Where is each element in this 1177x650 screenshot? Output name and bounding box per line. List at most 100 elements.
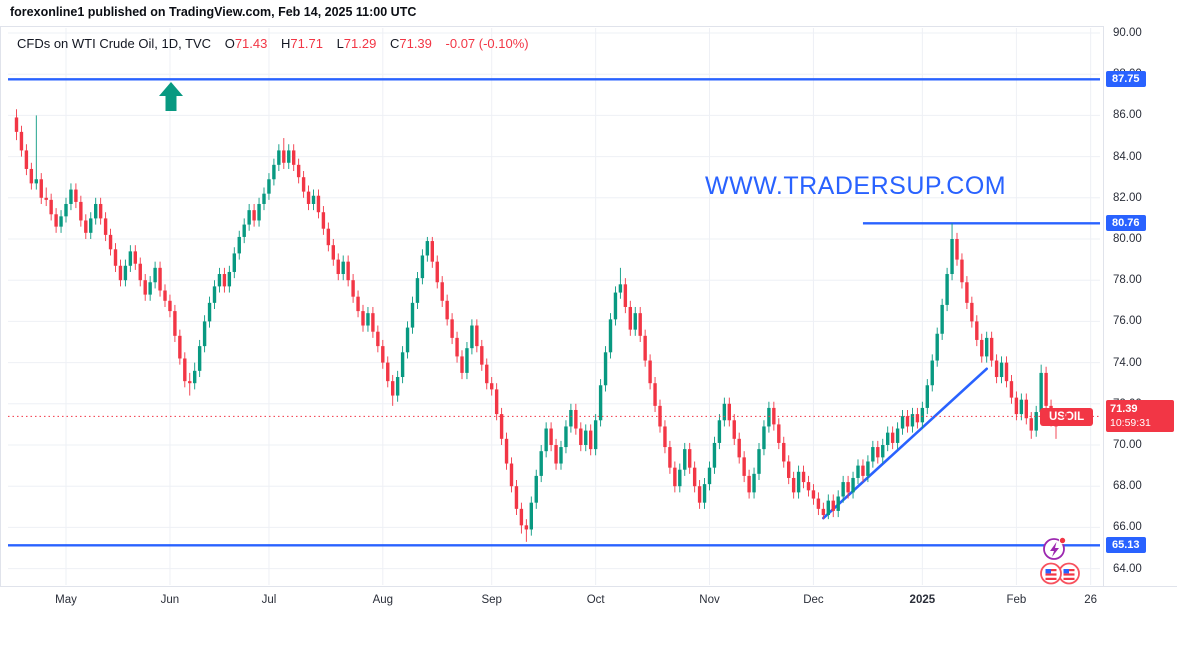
high-value: H71.71: [281, 36, 323, 51]
candle-body: [470, 325, 474, 349]
candle-body: [188, 381, 192, 384]
candle-body: [787, 461, 791, 478]
candle-body: [79, 201, 83, 221]
candle-body: [148, 282, 152, 295]
candle-body: [465, 348, 469, 373]
candle-body: [1034, 412, 1038, 431]
candle-body: [608, 319, 613, 353]
candle-body: [697, 486, 702, 503]
candle-body: [890, 432, 895, 443]
trend-line[interactable]: [822, 367, 989, 520]
level-price-badge: 80.76: [1106, 215, 1146, 232]
candle-body: [74, 189, 78, 202]
candle-body: [158, 267, 162, 291]
candle-body: [777, 424, 781, 443]
time-axis-label: May: [55, 594, 77, 606]
time-axis[interactable]: May Jun Jul Aug Sep Oct Nov Dec 2025 Feb 26: [0, 586, 1177, 615]
low-value: L71.29: [336, 36, 377, 51]
candle-body: [569, 409, 573, 427]
candle-body: [34, 179, 38, 184]
candle-body: [108, 234, 113, 250]
price-axis-label: 70.00: [1113, 439, 1142, 451]
candle-body: [900, 416, 905, 429]
candle-body: [19, 131, 24, 151]
candle-body: [94, 203, 98, 219]
candle-body: [475, 325, 479, 347]
candle-body: [826, 500, 830, 516]
candle-body: [955, 239, 959, 260]
price-axis[interactable]: 90.0088.0086.0084.0082.0080.0078.0076.00…: [1103, 26, 1177, 586]
candle-body: [692, 467, 697, 487]
chart-plot-area[interactable]: [0, 26, 1103, 586]
candle-body: [415, 278, 420, 303]
candle-body: [267, 179, 271, 194]
candle-body: [1014, 397, 1019, 415]
candle-body: [707, 467, 712, 485]
candle-body: [841, 482, 845, 497]
candle-body: [89, 218, 93, 233]
candle-body: [386, 362, 390, 382]
change-value: -0.07 (-0.10%): [445, 36, 529, 51]
candle-body: [593, 420, 598, 450]
candle-body: [410, 302, 415, 328]
candle-body: [494, 389, 499, 415]
price-axis-label: 90.00: [1113, 27, 1142, 39]
candle-body: [39, 179, 43, 198]
candle-body: [886, 432, 890, 445]
candle-body: [688, 449, 692, 468]
candle-body: [326, 228, 331, 246]
candle-body: [732, 420, 736, 439]
level-price-badge: 87.75: [1106, 71, 1146, 88]
candle-body: [935, 333, 939, 361]
candle-body: [529, 502, 533, 530]
candle-body: [242, 224, 246, 237]
candle-body: [306, 191, 311, 204]
candle-body: [376, 331, 380, 347]
time-axis-label: Sep: [481, 594, 502, 606]
candle-body: [292, 150, 296, 165]
candle-body: [1009, 381, 1014, 398]
candle-body: [183, 358, 187, 382]
price-axis-label: 64.00: [1113, 562, 1142, 575]
price-axis-label: 86.00: [1113, 109, 1142, 122]
time-axis-label: 26: [1084, 594, 1098, 606]
price-axis-label: 74.00: [1113, 356, 1142, 369]
candle-body: [178, 335, 182, 359]
candle-body: [272, 164, 276, 180]
candle-body: [212, 286, 217, 303]
candle-body: [232, 253, 236, 272]
candle-body: [796, 471, 801, 493]
candle-body: [806, 482, 811, 491]
candle-body: [29, 168, 34, 184]
symbol-legend: CFDs on WTI Crude Oil, 1D, TVC O71.43 H7…: [17, 36, 529, 51]
candle-body: [123, 265, 128, 281]
candle-body: [430, 241, 434, 262]
candle-body: [514, 486, 519, 509]
candle-body: [371, 313, 375, 332]
candle-body: [985, 337, 989, 357]
candle-body: [658, 405, 662, 427]
candle-body: [856, 465, 860, 478]
candle-body: [24, 150, 29, 169]
time-axis-label: Feb: [1006, 594, 1027, 606]
level-price-badge: 65.13: [1106, 537, 1146, 554]
candle-body: [910, 414, 915, 427]
candle-body: [663, 426, 667, 448]
candle-body: [44, 197, 48, 200]
candle-body: [965, 282, 969, 303]
candle-body: [782, 442, 786, 462]
candle-body: [554, 445, 558, 464]
candle-body: [252, 210, 256, 221]
candle-body: [871, 447, 875, 462]
candle-body: [950, 239, 954, 275]
candle-body: [519, 508, 524, 526]
candle-body: [435, 261, 439, 283]
candle-body: [391, 381, 395, 396]
candle-body: [277, 150, 281, 165]
candle-body: [282, 150, 286, 163]
candle-body: [69, 189, 73, 204]
watermark-text: WWW.TRADERSUP.COM: [705, 172, 1007, 200]
candle-body: [643, 335, 647, 361]
candle-body: [678, 469, 682, 487]
time-axis-label: Jun: [160, 594, 180, 606]
